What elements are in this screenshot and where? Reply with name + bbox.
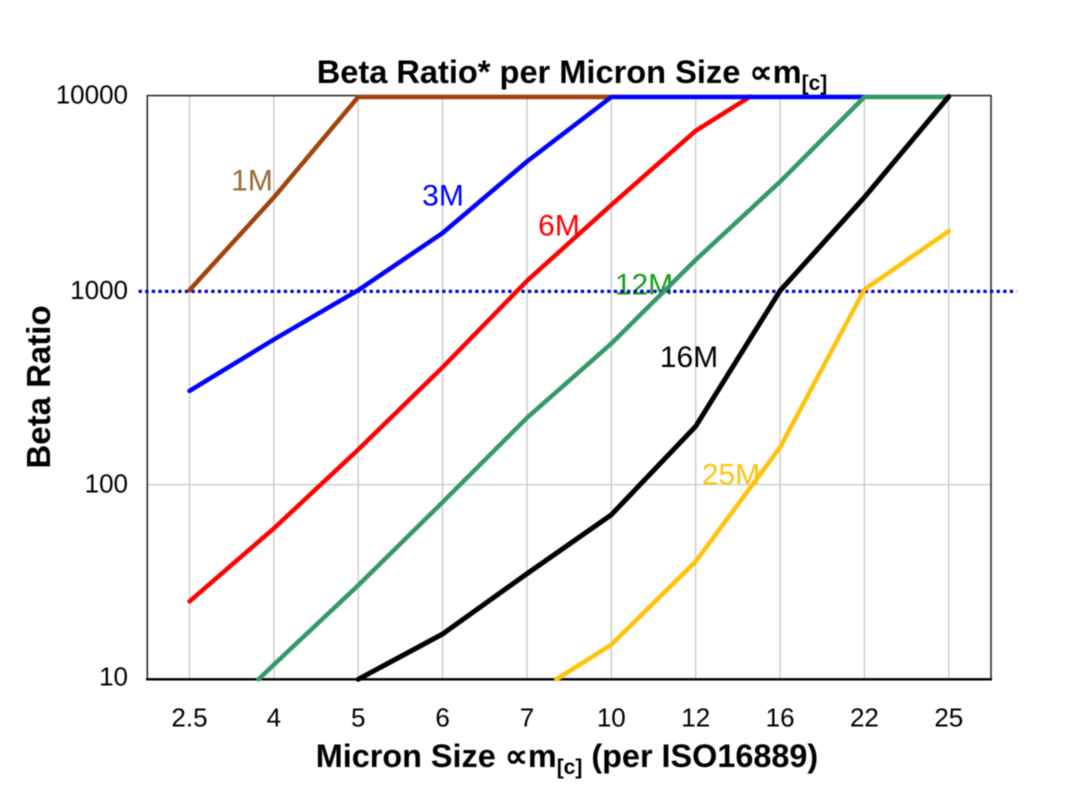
svg-text:10000: 10000	[56, 79, 128, 109]
svg-text:1M: 1M	[231, 165, 273, 198]
svg-text:Beta Ratio: Beta Ratio	[20, 305, 57, 468]
svg-text:Beta Ratio* per Micron Size ∝m: Beta Ratio* per Micron Size ∝m[c]	[317, 53, 828, 95]
svg-text:10: 10	[597, 703, 626, 733]
svg-text:100: 100	[85, 468, 128, 498]
svg-text:10: 10	[99, 662, 128, 692]
svg-text:25: 25	[934, 703, 963, 733]
svg-text:22: 22	[850, 703, 879, 733]
svg-text:16: 16	[766, 703, 795, 733]
svg-text:7: 7	[520, 703, 534, 733]
svg-text:3M: 3M	[422, 180, 464, 213]
svg-text:4: 4	[267, 703, 281, 733]
svg-text:12M: 12M	[615, 269, 673, 302]
svg-text:Micron Size ∝m[c] (per ISO1688: Micron Size ∝m[c] (per ISO16889)	[316, 738, 818, 779]
svg-text:1000: 1000	[70, 275, 128, 305]
svg-text:12: 12	[681, 703, 710, 733]
svg-text:6: 6	[435, 703, 449, 733]
svg-text:16M: 16M	[660, 341, 718, 374]
svg-text:2.5: 2.5	[171, 703, 207, 733]
svg-text:5: 5	[351, 703, 365, 733]
